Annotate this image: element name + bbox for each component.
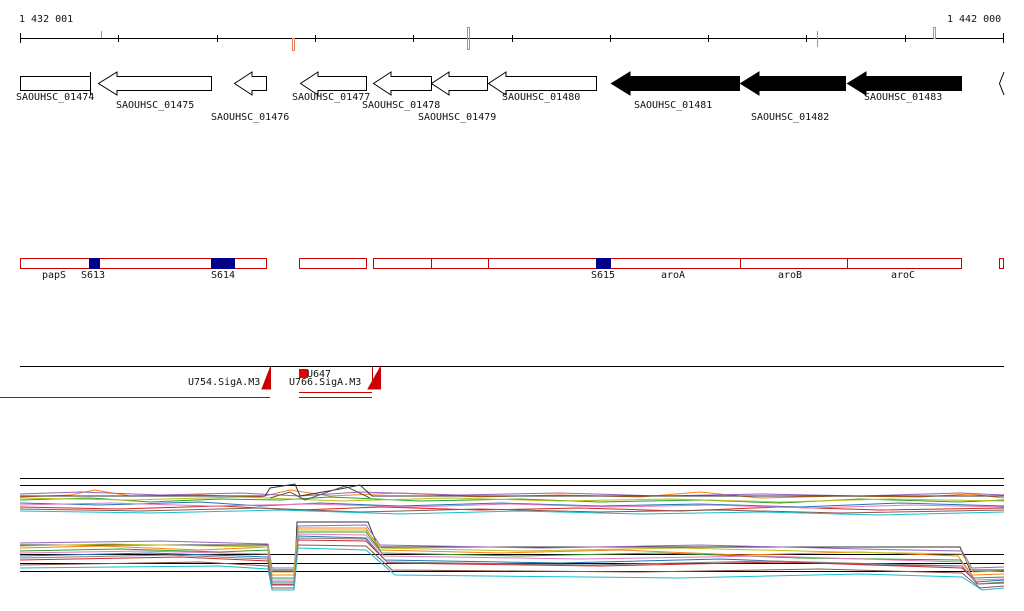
gene-arrow xyxy=(430,71,488,96)
annotation-label[interactable]: S615 xyxy=(591,270,616,281)
gene-arrow xyxy=(487,71,597,96)
site-S615 xyxy=(596,258,611,269)
gene-label[interactable]: SAOUHSC_01482 xyxy=(751,112,830,123)
gene-label[interactable]: SAOUHSC_01476 xyxy=(211,112,290,123)
annotation-label[interactable]: S613 xyxy=(81,270,106,281)
gene-arrow xyxy=(372,71,432,96)
gene-arrow xyxy=(299,71,367,96)
annotation-track[interactable] xyxy=(20,258,1004,269)
site-S614 xyxy=(211,258,235,269)
gene-arrow xyxy=(846,71,962,96)
gene-label[interactable]: SAOUHSC_01483 xyxy=(864,92,943,103)
annotation-label[interactable]: papS xyxy=(42,270,67,281)
gene-label[interactable]: SAOUHSC_01475 xyxy=(116,100,195,111)
ruler-markers xyxy=(101,27,936,51)
annotation-label[interactable]: S614 xyxy=(211,270,236,281)
gene-label[interactable]: SAOUHSC_01481 xyxy=(634,100,713,111)
transcript-track[interactable] xyxy=(0,365,1004,398)
gene-label[interactable]: SAOUHSC_01479 xyxy=(418,112,497,123)
gene-arrow xyxy=(610,71,740,96)
site-markers[interactable] xyxy=(89,258,611,269)
gene-track[interactable] xyxy=(20,71,1005,96)
transcript-label[interactable]: U766.SigA.M3 xyxy=(289,377,362,388)
ruler xyxy=(20,33,1004,43)
gene-arrow-partial xyxy=(998,71,1005,96)
gene-arrow xyxy=(20,76,91,91)
gene-label[interactable]: SAOUHSC_01474 xyxy=(16,92,95,103)
gene-label[interactable]: SAOUHSC_01477 xyxy=(292,92,371,103)
ruler-end-label: 1 442 000 xyxy=(947,14,1002,25)
ruler-start-label: 1 432 001 xyxy=(19,14,74,25)
annotation-label[interactable]: aroA xyxy=(661,270,686,281)
gene-arrow xyxy=(739,71,846,96)
expression-track xyxy=(19,478,1005,591)
gene-label[interactable]: SAOUHSC_01480 xyxy=(502,92,581,103)
annotation-label[interactable]: aroB xyxy=(778,270,803,281)
gene-label[interactable]: SAOUHSC_01478 xyxy=(362,100,441,111)
transcript-label[interactable]: U754.SigA.M3 xyxy=(188,377,261,388)
gene-arrow xyxy=(233,71,267,96)
annotation-label[interactable]: aroC xyxy=(891,270,916,281)
transcript-label[interactable]: U647 xyxy=(307,369,332,380)
site-S613 xyxy=(89,258,100,269)
gene-arrow xyxy=(97,71,212,96)
